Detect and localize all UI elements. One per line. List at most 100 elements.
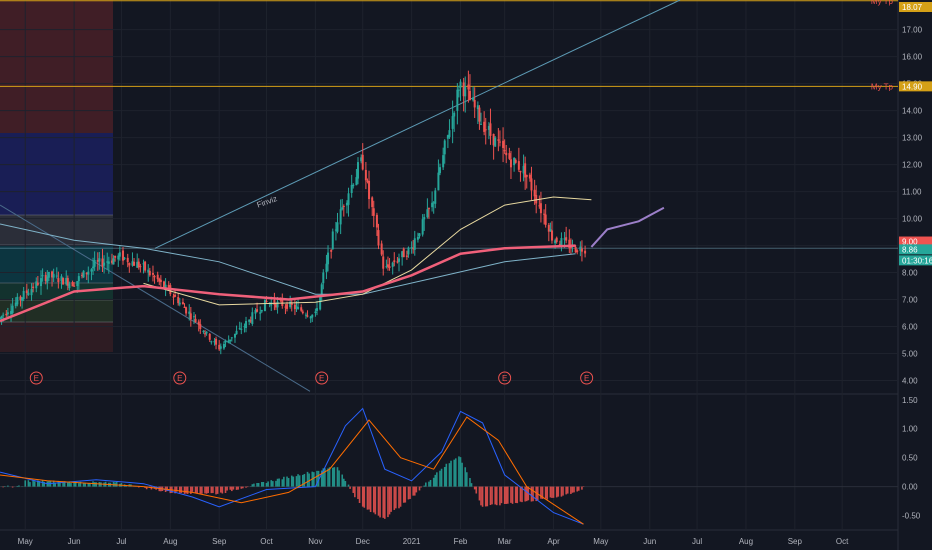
descending-line [0,204,311,392]
macd-histogram-bar [260,482,263,487]
time-tick-label: Jul [692,537,702,546]
candle-body [476,105,479,110]
earnings-marker[interactable] [498,371,512,385]
macd-histogram-bar [286,476,288,487]
candle-body [177,297,180,304]
candle-body [123,257,126,259]
candle-body [568,239,571,249]
candle-body [19,296,22,301]
candle-body [96,260,99,262]
top-target-tag-text: 18.07 [902,3,923,12]
candle-body [256,309,259,312]
candle-body [148,270,151,276]
fib-zone [0,300,113,322]
candle-body [560,238,563,246]
candle-body [6,312,9,315]
macd-histogram-bar [475,486,478,494]
macd-histogram-bar [221,486,224,494]
macd-histogram-bar [89,482,91,487]
macd-histogram-bar [425,482,427,487]
macd-histogram-bar [301,474,304,487]
time-tick-label: Jun [68,537,81,546]
candle-body [128,263,131,266]
macd-histogram-bar [74,481,77,487]
price-tags: 18.07 14.90 9.008.86 01:30:16 [899,2,932,266]
candle-body [284,306,287,308]
candle-body [396,261,399,263]
macd-histogram-bar [532,486,534,502]
candle-body [543,213,546,215]
time-tick-label: May [18,537,33,546]
candle-body [377,230,380,246]
candle-body [555,237,558,242]
macd-histogram-bar [382,486,385,518]
macd-histogram-bar [387,486,389,518]
macd-histogram-bar [313,472,315,487]
macd-histogram-bar [544,486,547,499]
candle-body [131,261,134,266]
candle-body [418,233,421,237]
candle-body [82,270,85,278]
earnings-marker-label: E [319,374,324,383]
macd-histogram-bar [253,483,255,487]
earnings-marker[interactable] [315,371,329,385]
candle-body [57,278,60,283]
macd-histogram-bar [308,473,310,487]
price-tick-label: 11.00 [902,188,922,197]
macd-histogram-bar [231,486,233,492]
macd-histogram-bar [368,486,370,510]
earnings-marker-label: E [34,374,39,383]
mid-target-tag [899,81,932,92]
candle-body [158,278,161,282]
candle-body [137,261,140,268]
macd-histogram-bar [240,486,243,489]
macd-histogram-bar [404,486,407,503]
countdown-tag [899,255,932,266]
candle-body [339,209,342,225]
earnings-marker[interactable] [29,371,43,385]
macd-histogram-bar [507,486,509,504]
target-label: My Tp [871,82,894,91]
candle-body [208,333,211,340]
candle-body [22,290,25,300]
price-tick-label: 17.00 [902,26,923,35]
earnings-marker-label: E [502,374,507,383]
candle-body [580,248,583,252]
macd-histogram-bar [2,486,4,488]
candle-body [30,289,33,296]
macd-histogram-bar [418,486,421,491]
candle-body [240,328,243,330]
candle-body [46,276,49,283]
ma-slow-line [0,223,576,295]
macd-histogram-bar [415,486,418,493]
macd-histogram-bar [466,472,468,487]
candle-body [446,135,449,139]
macd-histogram-bar [199,486,202,494]
candle-body [331,231,334,250]
macd-histogram-bar [344,481,347,487]
earnings-marker[interactable] [580,371,594,385]
macd-histogram-bar [207,486,209,493]
macd-histogram-bar [445,463,448,487]
candle-body [480,123,483,125]
candle-body [437,172,440,191]
candle-body [114,255,117,258]
candle-body [248,319,251,322]
candle-body [579,246,582,251]
candle-body [478,107,481,122]
price-tick-label: 8.00 [902,269,918,278]
candle-body [502,140,505,148]
macd-histogram-bar [521,486,523,503]
candle-body [254,309,257,314]
time-tick-label: Sep [212,537,227,546]
macd-histogram-bar [500,486,503,504]
earnings-marker[interactable] [173,371,187,385]
candle-body [71,282,74,287]
candle-body [159,279,162,283]
candle-body [410,247,413,249]
candle-body [189,313,192,320]
candle-body [538,205,541,207]
